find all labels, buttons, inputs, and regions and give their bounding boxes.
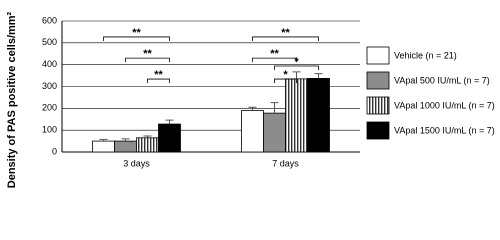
y-axis-label: Density of PAS positive cells/mm² bbox=[6, 11, 18, 188]
legend-label: Vehicle (n = 21) bbox=[394, 50, 457, 60]
y-tick-label: 100 bbox=[42, 125, 57, 135]
x-tick-label: 7 days bbox=[272, 158, 299, 168]
y-tick-label: 500 bbox=[42, 37, 57, 47]
significance-bracket bbox=[252, 36, 319, 41]
x-tick-label: 3 days bbox=[123, 158, 150, 168]
y-tick-label: 600 bbox=[42, 15, 57, 25]
chart: Density of PAS positive cells/mm² 0 100 20… bbox=[6, 11, 495, 188]
significance-bracket bbox=[125, 57, 170, 63]
significance-label: ** bbox=[270, 48, 279, 60]
significance-bracket bbox=[274, 78, 297, 84]
bar bbox=[136, 137, 159, 153]
significance-bracket bbox=[252, 57, 297, 63]
bar bbox=[114, 140, 137, 153]
bar bbox=[158, 123, 181, 153]
error-bar bbox=[314, 73, 323, 79]
legend-label: VApal 1500 IU/mL (n = 7) bbox=[394, 125, 495, 135]
bar bbox=[241, 110, 264, 153]
error-bar bbox=[99, 138, 108, 142]
significance-bracket bbox=[103, 36, 170, 41]
error-bar bbox=[121, 138, 130, 142]
bar bbox=[263, 112, 286, 153]
y-tick-label: 0 bbox=[52, 146, 57, 156]
y-tick-label: 400 bbox=[42, 59, 57, 69]
bar bbox=[285, 78, 308, 153]
significance-label: ** bbox=[154, 69, 163, 81]
bar bbox=[307, 78, 330, 153]
significance-bracket bbox=[274, 65, 319, 70]
legend-swatch bbox=[366, 71, 390, 90]
significance-label: * bbox=[294, 56, 299, 68]
error-bar bbox=[143, 135, 152, 138]
significance-label: * bbox=[283, 69, 288, 81]
significance-label: ** bbox=[143, 48, 152, 60]
y-tick-label: 300 bbox=[42, 81, 57, 91]
error-bar bbox=[165, 119, 174, 125]
error-bar bbox=[292, 71, 301, 79]
legend-swatch bbox=[366, 96, 390, 115]
legend-label: VApal 500 IU/mL (n = 7) bbox=[394, 75, 490, 85]
y-tick-label: 200 bbox=[42, 103, 57, 113]
error-bar bbox=[248, 106, 257, 111]
bar bbox=[92, 140, 115, 153]
error-bar bbox=[270, 102, 279, 114]
significance-label: ** bbox=[281, 27, 290, 39]
legend-swatch bbox=[366, 121, 390, 140]
legend-swatch bbox=[366, 46, 390, 65]
significance-label: ** bbox=[132, 27, 141, 39]
significance-bracket bbox=[147, 78, 170, 84]
legend-label: VApal 1000 IU/mL (n = 7) bbox=[394, 100, 495, 110]
